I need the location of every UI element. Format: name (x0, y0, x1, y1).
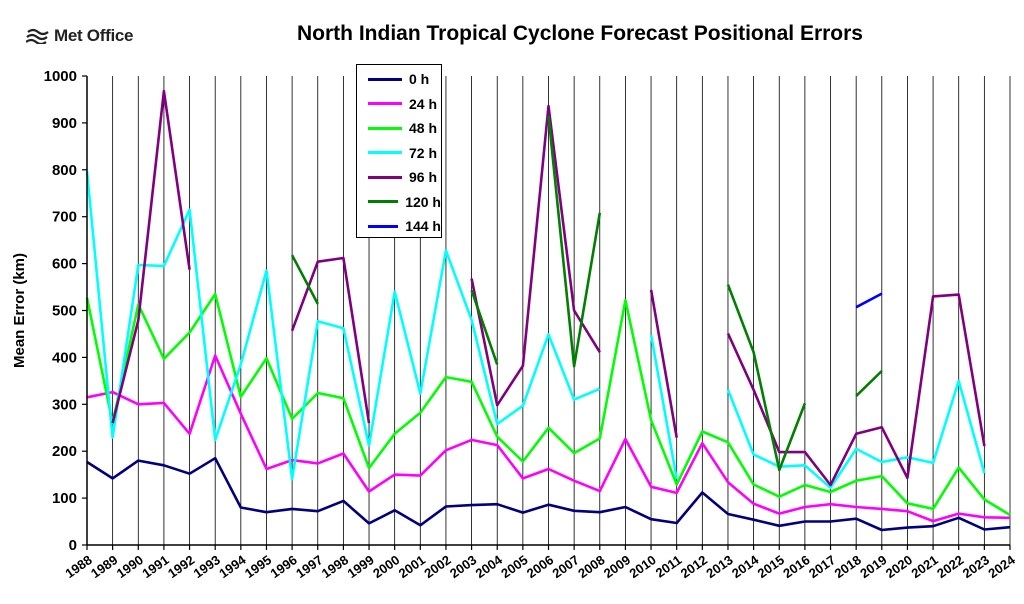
y-tick-label: 800 (52, 162, 77, 179)
logo-text: Met Office (54, 26, 134, 45)
legend-label: 24 h (409, 95, 438, 112)
legend-entry: 96 h (357, 165, 441, 190)
chart-title: North Indian Tropical Cyclone Forecast P… (297, 22, 863, 45)
y-tick-label: 1000 (44, 68, 77, 85)
legend-swatch (368, 126, 402, 130)
met-office-waves-icon (26, 28, 49, 44)
legend-entry: 120 h (357, 190, 441, 215)
series-line-segment (726, 284, 807, 472)
series-144-h (855, 292, 883, 309)
series-line-segment (290, 256, 371, 424)
x-tick-label: 2024 (985, 552, 1018, 581)
legend-label: 96 h (409, 169, 438, 186)
y-tick-label: 900 (52, 115, 77, 132)
legend: 0 h 24 h 48 h 72 h 96 h 120 h 144 h (356, 64, 442, 238)
series-120-h (290, 115, 883, 472)
series-line-segment (85, 171, 601, 481)
met-office-logo: Met Office (26, 26, 133, 46)
series-line-segment (86, 354, 1011, 523)
series-0-h (86, 456, 1011, 532)
series-line-segment (470, 289, 499, 365)
series-lines (85, 89, 1011, 532)
series-line-segment (470, 104, 601, 407)
axes (82, 75, 1011, 550)
legend-label: 120 h (405, 193, 441, 210)
legend-swatch (368, 224, 399, 228)
series-line-segment (649, 334, 678, 480)
series-line-segment (855, 292, 883, 309)
series-line-segment (726, 379, 986, 490)
series-72-h (85, 171, 986, 490)
series-line-segment (855, 370, 883, 397)
y-tick-label: 0 (69, 537, 77, 554)
tick-labels: 0100200300400500600700800900100019881989… (11, 68, 1018, 581)
legend-swatch (368, 102, 402, 106)
y-tick-label: 700 (52, 209, 77, 226)
series-line-segment (649, 289, 678, 438)
y-tick-label: 600 (52, 256, 77, 273)
y-tick-label: 400 (52, 349, 77, 366)
y-tick-label: 200 (52, 443, 77, 460)
series-line-segment (290, 254, 319, 305)
y-tick-label: 500 (52, 303, 77, 320)
series-48-h (85, 292, 1011, 517)
legend-label: 144 h (405, 218, 441, 235)
legend-swatch (368, 175, 402, 179)
legend-entry: 48 h (357, 116, 441, 141)
series-line-segment (111, 89, 191, 424)
legend-label: 0 h (409, 71, 430, 88)
series-line-segment (85, 292, 1011, 517)
series-24-h (86, 354, 1011, 523)
y-tick-label: 100 (52, 490, 77, 507)
legend-swatch (368, 200, 399, 204)
series-line-segment (547, 115, 602, 368)
legend-entry: 72 h (357, 141, 441, 166)
y-tick-label: 300 (52, 396, 77, 413)
legend-entry: 0 h (357, 67, 441, 92)
legend-entry: 144 h (357, 214, 441, 239)
legend-swatch (368, 151, 402, 155)
legend-swatch (368, 77, 402, 81)
legend-entry: 24 h (357, 92, 441, 117)
legend-label: 48 h (409, 120, 438, 137)
series-line-segment (86, 456, 1011, 532)
legend-label: 72 h (409, 144, 438, 161)
y-axis-label: Mean Error (km) (11, 253, 28, 368)
